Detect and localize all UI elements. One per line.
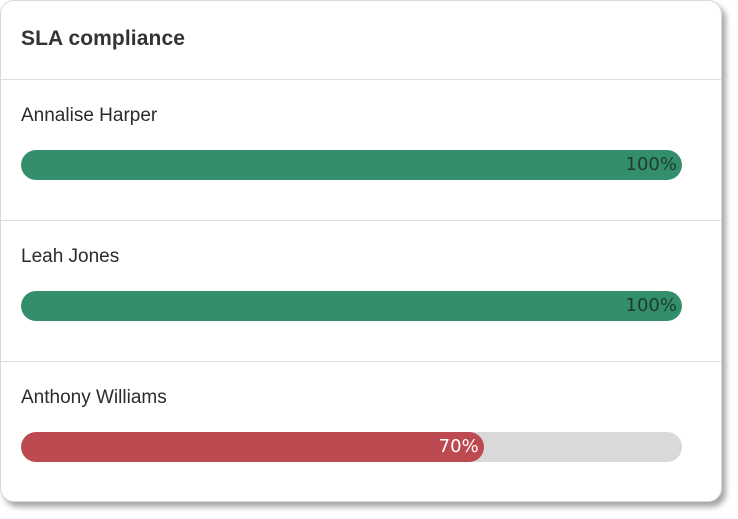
agent-row: Leah Jones 100%	[1, 221, 721, 362]
progress-percent-label: 70%	[438, 436, 479, 457]
progress-bar-fill: 100%	[21, 150, 682, 180]
card-title: SLA compliance	[21, 27, 185, 50]
progress-percent-label: 100%	[625, 295, 677, 316]
agent-name: Anthony Williams	[21, 387, 167, 408]
progress-percent-label: 100%	[625, 154, 677, 175]
progress-bar-fill: 70%	[21, 432, 484, 462]
agent-row: Annalise Harper 100%	[1, 80, 721, 221]
agent-name: Annalise Harper	[21, 105, 158, 126]
agent-row: Anthony Williams 70%	[1, 362, 721, 501]
sla-compliance-card: SLA compliance Annalise Harper 100% Leah…	[0, 0, 722, 502]
progress-bar-track: 100%	[21, 291, 682, 321]
progress-bar-track: 100%	[21, 150, 682, 180]
progress-bar-fill: 100%	[21, 291, 682, 321]
card-header: SLA compliance	[1, 1, 721, 80]
agent-name: Leah Jones	[21, 246, 120, 267]
progress-bar-track: 70%	[21, 432, 682, 462]
